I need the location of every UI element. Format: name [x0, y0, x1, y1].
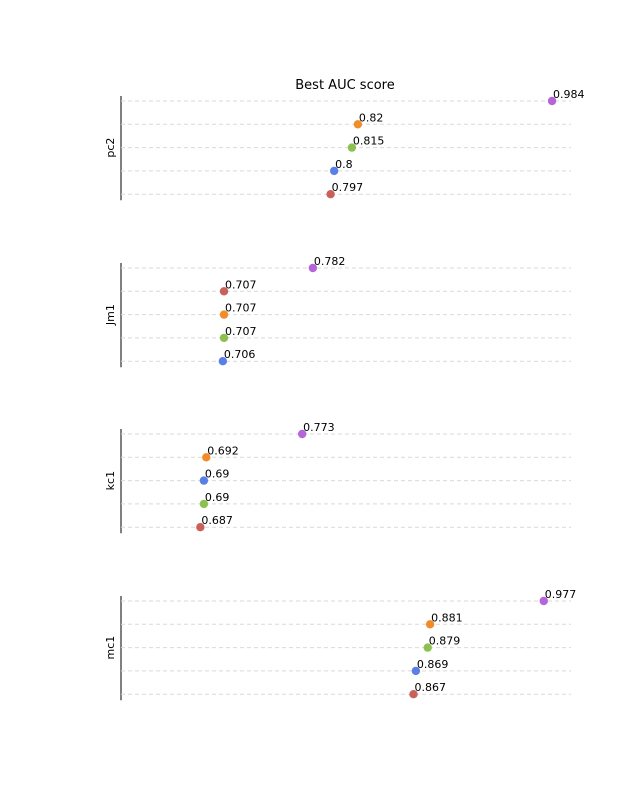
data-label: 0.773 — [303, 421, 335, 434]
data-label: 0.815 — [353, 135, 385, 148]
data-label: 0.782 — [314, 255, 346, 268]
data-label: 0.692 — [207, 444, 239, 457]
data-point — [199, 476, 209, 485]
data-label: 0.8 — [335, 158, 353, 171]
panel-jm1: Jm1 0.782 0.707 0.707 0.707 0.706 — [104, 255, 571, 368]
data-point — [219, 333, 229, 343]
data-label: 0.984 — [553, 88, 585, 101]
data-point — [409, 690, 418, 699]
data-point — [347, 143, 357, 152]
data-label: 0.879 — [429, 635, 461, 648]
data-point — [539, 596, 548, 606]
panel-label: mc1 — [104, 636, 117, 660]
data-label: 0.881 — [431, 611, 463, 624]
data-label: 0.69 — [205, 491, 230, 504]
data-label: 0.707 — [225, 302, 256, 315]
panel-label: kc1 — [104, 471, 117, 490]
panel-mc1: mc1 0.977 0.881 0.879 0.869 0.867 — [104, 588, 577, 701]
data-label: 0.706 — [224, 348, 256, 361]
data-point — [219, 310, 229, 319]
chart-title: Best AUC score — [295, 78, 394, 93]
data-point — [196, 523, 205, 532]
data-label: 0.797 — [332, 181, 364, 194]
data-label: 0.687 — [201, 514, 233, 527]
data-point — [219, 287, 229, 296]
data-label: 0.82 — [359, 111, 384, 124]
data-label: 0.869 — [417, 658, 449, 671]
data-label: 0.707 — [225, 325, 256, 338]
data-label: 0.867 — [415, 681, 447, 694]
data-point — [202, 453, 211, 462]
data-point — [308, 263, 318, 273]
data-point — [425, 620, 435, 629]
data-point — [547, 96, 557, 106]
data-point — [329, 166, 339, 176]
data-point — [218, 357, 228, 366]
data-point — [423, 643, 432, 652]
data-label: 0.707 — [225, 278, 256, 291]
panel-kc1: kc1 0.773 0.692 0.69 0.69 0.687 — [104, 421, 571, 534]
data-point — [326, 190, 335, 199]
data-label: 0.977 — [545, 588, 577, 601]
data-point — [297, 429, 307, 439]
data-point — [411, 666, 421, 676]
data-point — [353, 120, 363, 129]
panel-label: pc2 — [104, 138, 117, 158]
panel-label: Jm1 — [104, 304, 117, 326]
data-point — [199, 499, 209, 509]
data-label: 0.69 — [205, 468, 230, 481]
